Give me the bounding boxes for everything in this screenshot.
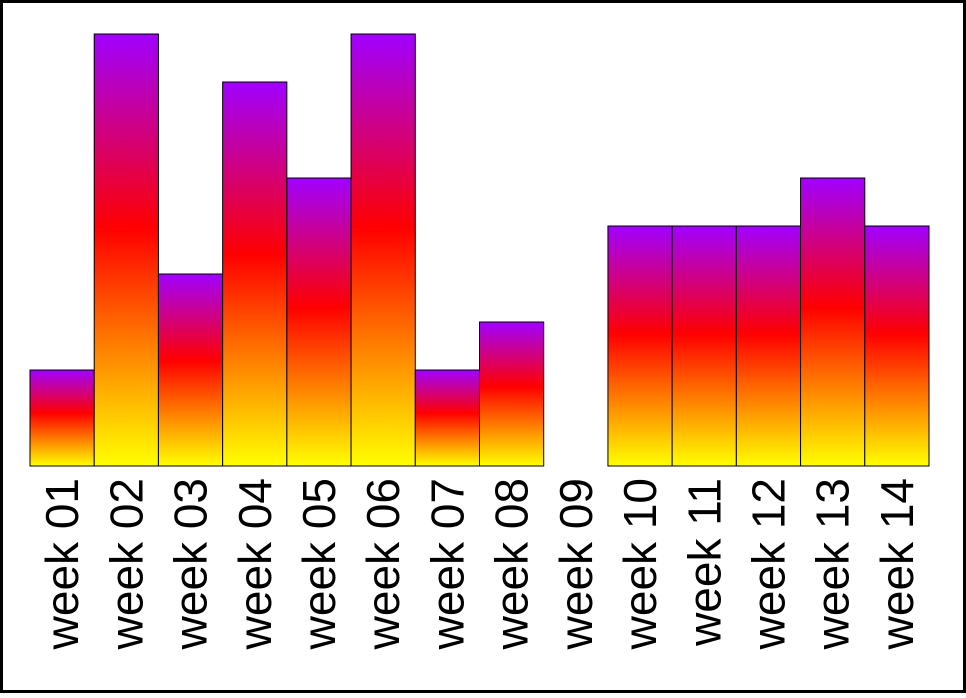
x-tick-label: week 12 xyxy=(742,478,794,650)
bar-week-11 xyxy=(671,225,737,467)
x-tick-labels: week 01 week 02 week 03 week 04 week 05 week … xyxy=(36,478,923,650)
bar-week-01 xyxy=(29,369,95,467)
x-tick-label: week 13 xyxy=(807,478,859,650)
bar-week-12 xyxy=(735,225,802,467)
x-tick-label: week 02 xyxy=(100,478,152,650)
x-tick-label: week 04 xyxy=(229,478,281,650)
bar-week-08 xyxy=(479,321,545,467)
bar-week-02 xyxy=(93,33,159,467)
x-tick-label: week 10 xyxy=(614,478,666,650)
bar-week-06 xyxy=(350,33,416,467)
x-tick-label: week 09 xyxy=(550,478,602,650)
x-tick-label: week 01 xyxy=(36,478,88,650)
x-tick-label: week 03 xyxy=(165,478,217,650)
x-tick-label: week 14 xyxy=(871,478,923,650)
x-tick-label: week 08 xyxy=(486,478,538,650)
x-tick-label: week 06 xyxy=(357,478,409,650)
bars-layer xyxy=(29,33,930,467)
bar-week-07 xyxy=(414,369,481,467)
x-tick-label: week 05 xyxy=(293,478,345,650)
bar-week-05 xyxy=(286,177,352,467)
x-tick-label: week 07 xyxy=(421,478,473,650)
bar-week-03 xyxy=(157,273,224,467)
bar-week-10 xyxy=(607,225,673,467)
bar-week-04 xyxy=(222,81,288,467)
x-tick-label: week 11 xyxy=(678,478,730,647)
bar-week-14 xyxy=(864,225,930,467)
bar-week-13 xyxy=(800,177,866,467)
